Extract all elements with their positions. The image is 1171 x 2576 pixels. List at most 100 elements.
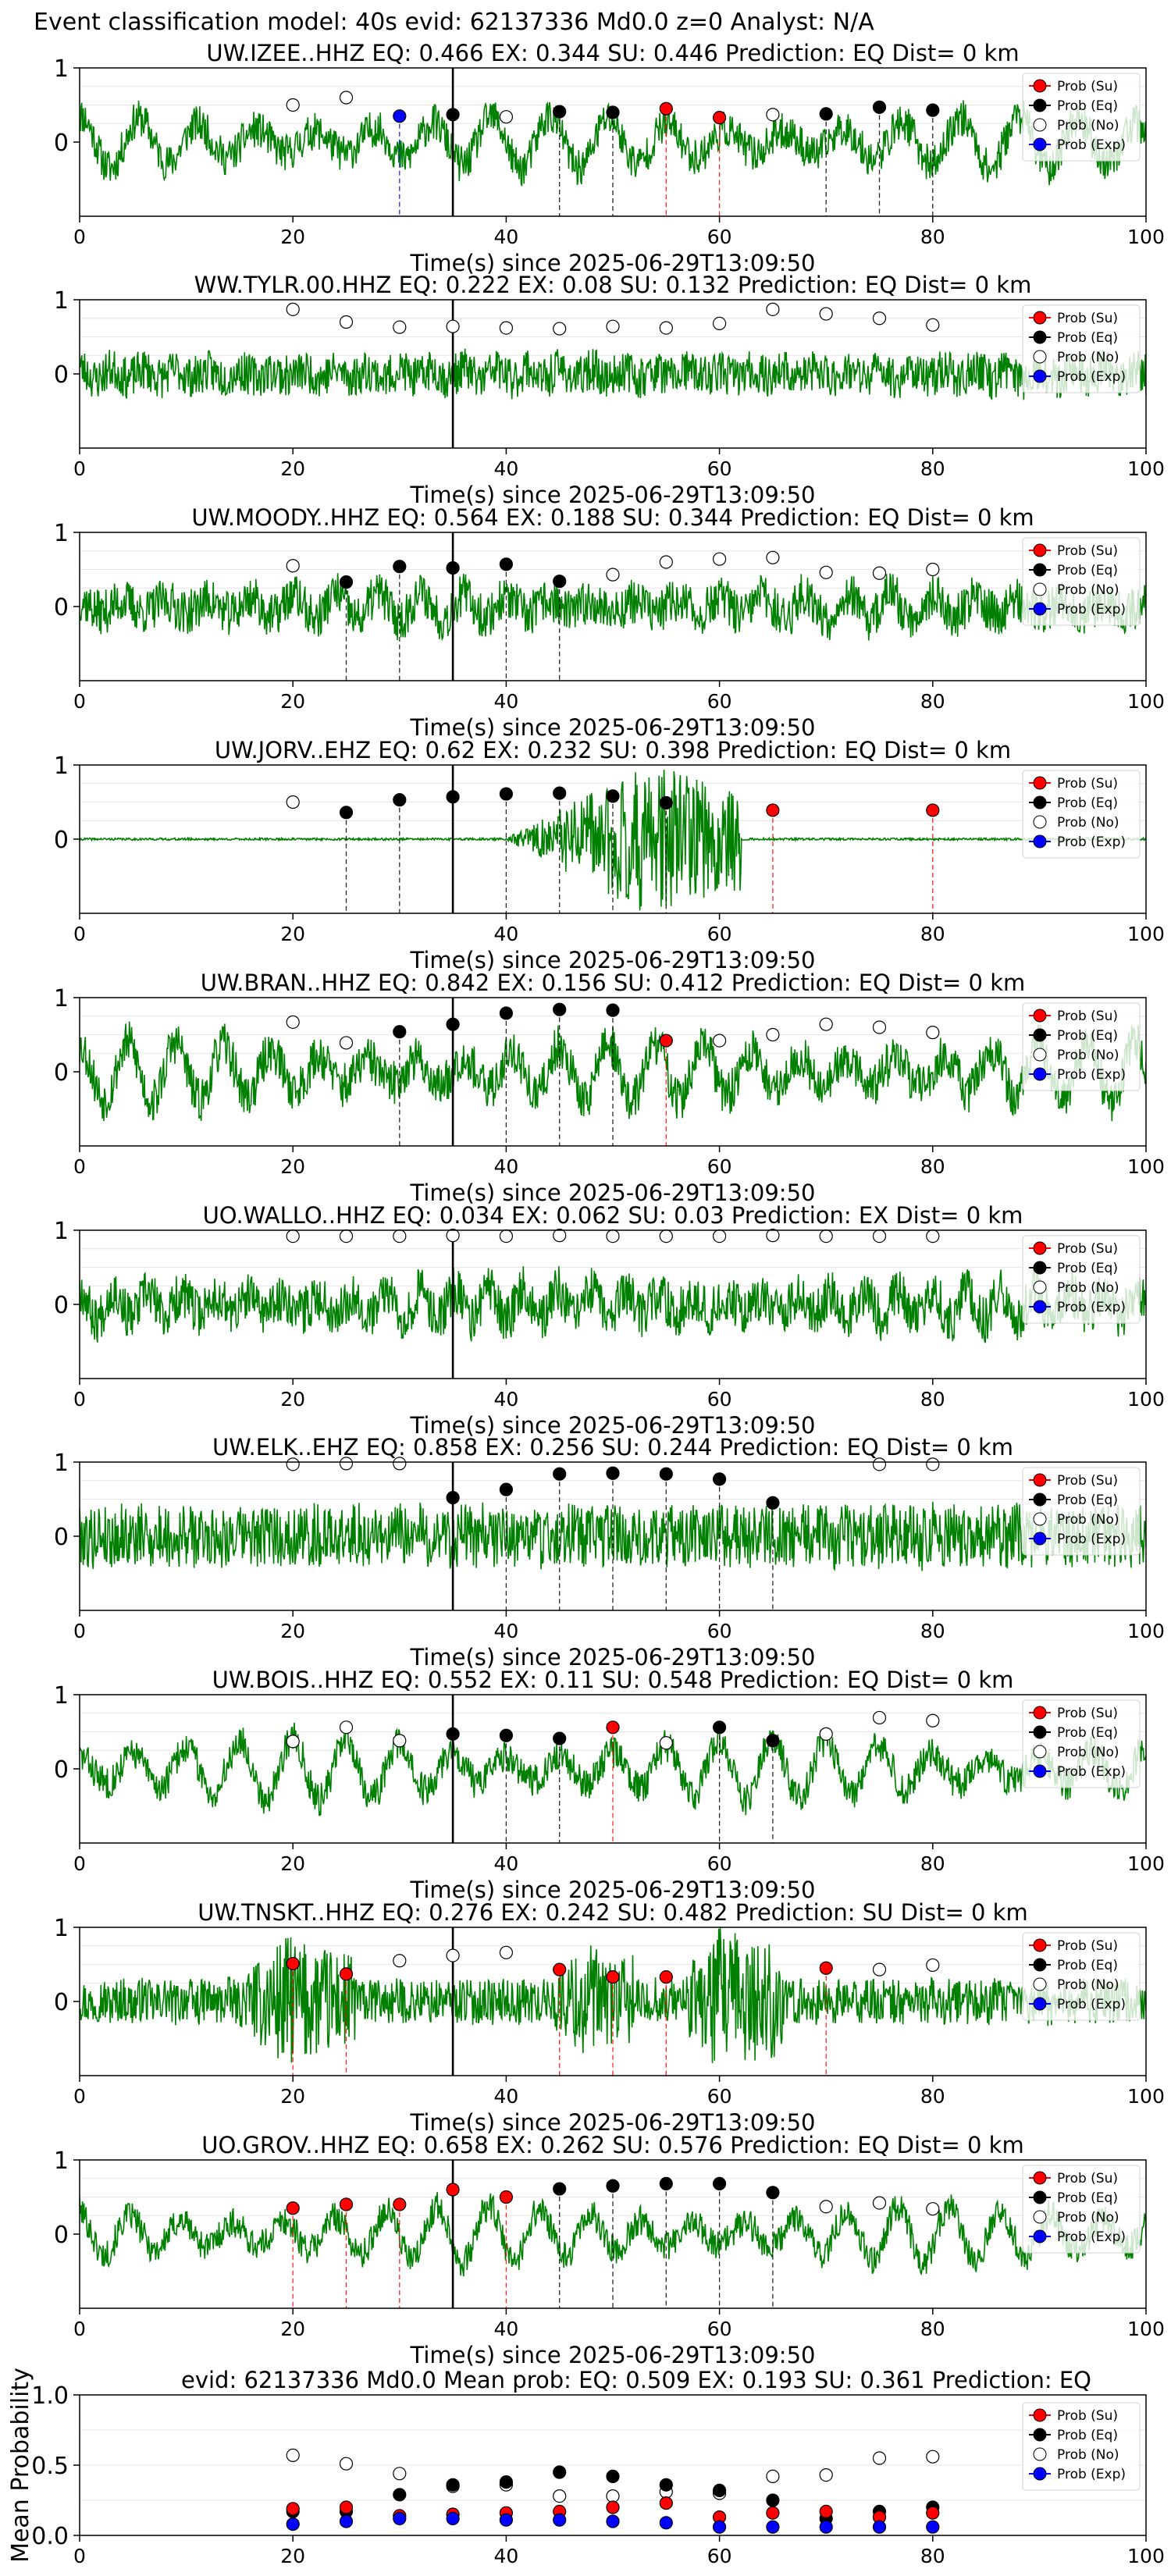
x-tick-label: 20: [280, 1620, 305, 1642]
y-tick-label: 0: [54, 1059, 69, 1087]
x-tick-label: 60: [707, 2085, 732, 2108]
legend-label-exp: Prob (Exp): [1057, 2467, 1126, 2482]
legend-marker-su: [1033, 2408, 1047, 2422]
legend-marker-eq: [1033, 563, 1047, 577]
x-tick-label: 60: [707, 457, 732, 480]
prob-point-no: [553, 322, 567, 336]
x-tick-label: 40: [493, 1852, 518, 1875]
prob-point-no: [926, 1713, 940, 1727]
legend: Prob (Su) Prob (Eq) Prob (No) Prob (Exp): [1022, 304, 1141, 393]
prob-point-no: [606, 568, 620, 582]
legend-label-no: Prob (No): [1057, 1977, 1119, 1993]
legend-label-eq: Prob (Eq): [1057, 1261, 1118, 1276]
prob-point-eq: [553, 2182, 567, 2196]
legend-label-no: Prob (No): [1057, 2210, 1119, 2226]
prob-point-no: [606, 1229, 620, 1244]
legend: Prob (Su) Prob (Eq) Prob (No) Prob (Exp): [1022, 2402, 1141, 2491]
legend-label-eq: Prob (Eq): [1057, 1028, 1118, 1044]
x-tick-label: 20: [280, 1388, 305, 1411]
waveform-trace: [80, 1501, 1146, 1571]
prob-point-no: [339, 1457, 354, 1471]
x-tick-label: 40: [493, 1620, 518, 1642]
x-tick-label: 0: [73, 2085, 86, 2108]
prob-point-eq: [393, 793, 407, 807]
prob-point-su: [339, 1967, 354, 1981]
legend-label-su: Prob (Su): [1057, 1241, 1118, 1257]
legend-label-exp: Prob (Exp): [1057, 1067, 1126, 1083]
y-tick-label: 1: [54, 287, 69, 315]
legend: Prob (Su) Prob (Eq) Prob (No) Prob (Exp): [1022, 73, 1141, 162]
x-tick-label: 0: [73, 2545, 86, 2567]
x-tick-label: 20: [280, 2318, 305, 2340]
x-tick-label: 20: [280, 1155, 305, 1178]
legend: Prob (Su) Prob (Eq) Prob (No) Prob (Exp): [1022, 1467, 1141, 1556]
x-tick-label: 60: [707, 923, 732, 945]
y-tick-label: 1: [54, 1682, 69, 1710]
prob-point-eq: [499, 557, 514, 571]
y-tick-label: 1: [54, 55, 69, 83]
prob-point-no: [766, 1229, 780, 1243]
prob-point-eq: [872, 100, 887, 114]
legend-marker-exp: [1033, 137, 1047, 151]
mean-prob-point-exp: [872, 2520, 887, 2534]
legend-label-eq: Prob (Eq): [1057, 563, 1118, 578]
panel-title: UW.JORV..EHZ EQ: 0.62 EX: 0.232 SU: 0.39…: [215, 737, 1011, 763]
prob-point-no: [286, 1229, 300, 1244]
legend-marker-eq: [1033, 98, 1047, 112]
legend-label-exp: Prob (Exp): [1057, 1300, 1126, 1315]
panel-title: UW.ELK..EHZ EQ: 0.858 EX: 0.256 SU: 0.24…: [212, 1434, 1013, 1461]
prob-point-no: [819, 1727, 833, 1741]
x-axis-label: Time(s) since 2025-06-29T13:09:50: [410, 1412, 816, 1439]
x-tick-label: 20: [280, 1852, 305, 1875]
prob-point-eq: [499, 787, 514, 801]
waveform-trace: [80, 573, 1146, 642]
prob-point-no: [339, 91, 354, 105]
legend-label-su: Prob (Su): [1057, 79, 1118, 94]
mean-prob-point-exp: [606, 2514, 620, 2528]
prob-point-no: [393, 320, 407, 334]
x-tick-label: 100: [1127, 690, 1165, 713]
legend-marker-exp: [1033, 1532, 1047, 1546]
legend-marker-su: [1033, 1938, 1047, 1952]
waveform-panel-4: UW.BRAN..HHZ EQ: 0.842 EX: 0.156 SU: 0.4…: [54, 970, 1165, 1206]
prob-point-no: [286, 1015, 300, 1029]
legend-marker-exp: [1033, 834, 1047, 849]
mean-prob-point-eq: [446, 2478, 460, 2492]
prob-point-no: [339, 1720, 354, 1735]
legend: Prob (Su) Prob (Eq) Prob (No) Prob (Exp): [1022, 2165, 1141, 2254]
x-tick-label: 100: [1127, 1620, 1165, 1642]
prob-point-su: [659, 1034, 673, 1048]
mean-prob-point-su: [766, 2506, 780, 2520]
prob-point-su: [819, 1961, 833, 1975]
legend-marker-exp: [1033, 2467, 1047, 2481]
legend-label-su: Prob (Su): [1057, 543, 1118, 559]
prob-point-su: [766, 803, 780, 817]
prob-point-eq: [446, 560, 460, 575]
x-axis-label: Time(s) since 2025-06-29T13:09:50: [410, 1644, 816, 1670]
prob-point-su: [712, 111, 727, 125]
x-axis-label: Time(s) since 2025-06-29T13:09:50: [410, 1877, 816, 1903]
prob-point-eq: [339, 806, 354, 820]
mean-prob-point-exp: [766, 2520, 780, 2534]
prob-point-eq: [446, 108, 460, 122]
x-tick-label: 40: [493, 2545, 518, 2567]
y-tick-label: 0: [54, 1524, 69, 1551]
prob-point-no: [712, 1034, 727, 1048]
prob-point-no: [659, 321, 673, 335]
prob-point-eq: [446, 790, 460, 804]
prob-point-eq: [499, 1728, 514, 1742]
mean-prob-point-eq: [393, 2488, 407, 2502]
x-tick-label: 0: [73, 457, 86, 480]
prob-point-no: [872, 1229, 887, 1244]
prob-point-no: [659, 1736, 673, 1750]
legend: Prob (Su) Prob (Eq) Prob (No) Prob (Exp): [1022, 770, 1141, 859]
legend-marker-eq: [1033, 1958, 1047, 1972]
prob-point-eq: [393, 1025, 407, 1039]
prob-point-no: [872, 566, 887, 580]
mean-prob-point-eq: [553, 2465, 567, 2479]
x-tick-label: 0: [73, 1155, 86, 1178]
legend-label-eq: Prob (Eq): [1057, 1725, 1118, 1741]
legend: Prob (Su) Prob (Eq) Prob (No) Prob (Exp): [1022, 537, 1141, 626]
legend-label-su: Prob (Su): [1057, 1009, 1118, 1024]
mean-prob-point-exp: [393, 2511, 407, 2525]
